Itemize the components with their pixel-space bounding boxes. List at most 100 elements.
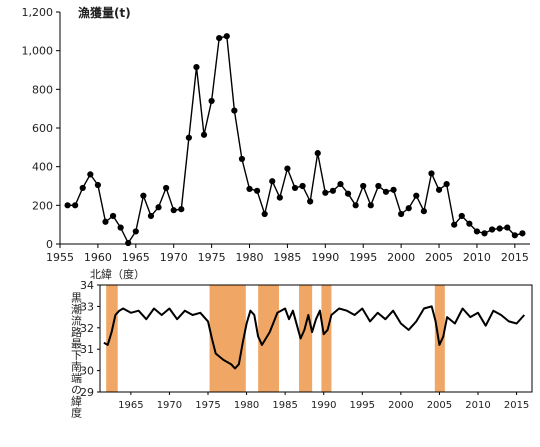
catch-chart-title: 漁獲量(t)	[78, 5, 131, 20]
catch-data-point	[519, 230, 526, 237]
catch-data-point	[375, 182, 382, 190]
catch-data-point	[261, 210, 268, 218]
latitude-x-axis-ticks: 1965 1970 1975 1980 1985 1990 1995 2000 2005 2010…	[118, 392, 529, 411]
catch-data-point	[322, 189, 329, 196]
latitude-x-tick-label: 1980	[234, 400, 259, 411]
shaded-period	[209, 285, 246, 392]
catch-data-point	[163, 184, 170, 192]
catch-data-point	[344, 190, 352, 197]
catch-data-point	[481, 230, 488, 237]
catch-x-tick-label: 1980	[236, 251, 264, 264]
shaded-period	[299, 285, 313, 392]
latitude-shaded-periods	[106, 285, 445, 392]
latitude-x-tick-label: 2005	[427, 400, 452, 411]
catch-data-point	[87, 171, 94, 178]
latitude-x-tick-label: 1970	[157, 400, 182, 411]
catch-y-tick-label: 1,200	[22, 6, 54, 19]
catch-data-point	[420, 208, 427, 215]
catch-data-point	[276, 194, 283, 201]
catch-x-tick-label: 1985	[273, 251, 301, 264]
latitude-x-tick-label: 1975	[195, 400, 220, 411]
catch-y-axis-ticks: 0 200 400 600 800 1,000 1,200	[22, 6, 60, 251]
catch-x-tick-label: 1965	[122, 251, 150, 264]
catch-data-point	[253, 187, 261, 194]
catch-data-point	[337, 180, 344, 188]
catch-x-tick-label: 2000	[387, 251, 415, 264]
catch-x-axis-ticks: 1955 1960 1965 1970 1975 1980 1985 1990 1995 2000…	[46, 244, 529, 264]
catch-data-point	[238, 155, 246, 163]
catch-data-point	[398, 210, 405, 218]
catch-data-point	[496, 225, 503, 232]
latitude-y-tick-label: 33	[80, 300, 94, 313]
catch-data-point	[307, 198, 314, 205]
catch-data-point	[72, 202, 79, 209]
catch-data-point	[284, 165, 291, 172]
catch-data-point	[64, 202, 71, 209]
catch-data-point	[155, 204, 162, 211]
latitude-y-tick-label: 31	[80, 343, 94, 356]
catch-data-point	[488, 226, 496, 233]
latitude-y-tick-label: 32	[80, 322, 94, 335]
catch-series-line	[67, 35, 523, 245]
latitude-series-line	[103, 305, 526, 370]
catch-x-tick-label: 1955	[46, 251, 74, 264]
catch-data-point	[117, 224, 124, 231]
catch-data-point	[125, 239, 132, 247]
catch-data-point	[504, 224, 511, 231]
latitude-y-axis-ticks: 29 30 31 32 33 34	[80, 279, 100, 399]
shaded-period	[258, 285, 279, 392]
catch-data-point	[390, 186, 397, 193]
catch-data-point	[360, 182, 367, 190]
shaded-period	[106, 285, 118, 392]
catch-data-point	[329, 187, 337, 194]
latitude-x-tick-label: 2015	[504, 400, 529, 411]
catch-x-tick-label: 2010	[463, 251, 491, 264]
catch-data-point	[367, 202, 374, 209]
catch-y-tick-label: 0	[46, 238, 53, 251]
catch-y-tick-label: 800	[32, 83, 53, 96]
catch-data-point	[109, 212, 117, 220]
catch-data-point	[94, 181, 102, 189]
catch-data-point	[435, 186, 443, 193]
latitude-x-tick-label: 1995	[350, 400, 375, 411]
catch-data-point	[511, 232, 518, 239]
catch-data-point	[147, 212, 155, 220]
latitude-chart-title: 北緯（度）	[90, 267, 145, 281]
catch-data-point	[246, 185, 253, 192]
latitude-y-tick-label: 30	[80, 365, 94, 378]
catch-data-point	[79, 184, 86, 192]
catch-y-tick-label: 400	[32, 161, 53, 174]
catch-data-point	[200, 131, 208, 138]
shaded-period	[321, 285, 332, 392]
catch-x-tick-label: 1975	[198, 251, 226, 264]
catch-data-point	[473, 228, 481, 235]
catch-data-point	[299, 182, 306, 190]
latitude-y-tick-label: 29	[80, 386, 94, 399]
catch-data-point	[193, 64, 200, 71]
catch-data-point	[269, 178, 276, 185]
latitude-plot-frame	[99, 284, 533, 393]
latitude-x-tick-label: 2000	[388, 400, 413, 411]
catch-y-tick-label: 200	[32, 199, 53, 212]
catch-data-point	[140, 192, 147, 199]
catch-x-tick-label: 1960	[84, 251, 112, 264]
catch-data-point	[208, 97, 215, 105]
catch-y-tick-label: 600	[32, 122, 53, 135]
catch-data-point	[382, 188, 390, 195]
catch-data-point	[185, 134, 192, 141]
catch-data-point	[170, 207, 177, 214]
shaded-period	[434, 285, 445, 392]
latitude-y-axis-label: 黒潮流路最下南端の緯度	[70, 292, 83, 419]
catch-data-point	[216, 35, 223, 42]
catch-series	[64, 33, 526, 247]
catch-data-point	[443, 180, 450, 188]
catch-data-point	[178, 206, 185, 213]
latitude-x-tick-label: 1985	[272, 400, 297, 411]
catch-data-point	[451, 221, 458, 228]
catch-data-point	[223, 33, 230, 40]
latitude-x-tick-label: 2010	[465, 400, 490, 411]
catch-data-point	[231, 107, 238, 114]
